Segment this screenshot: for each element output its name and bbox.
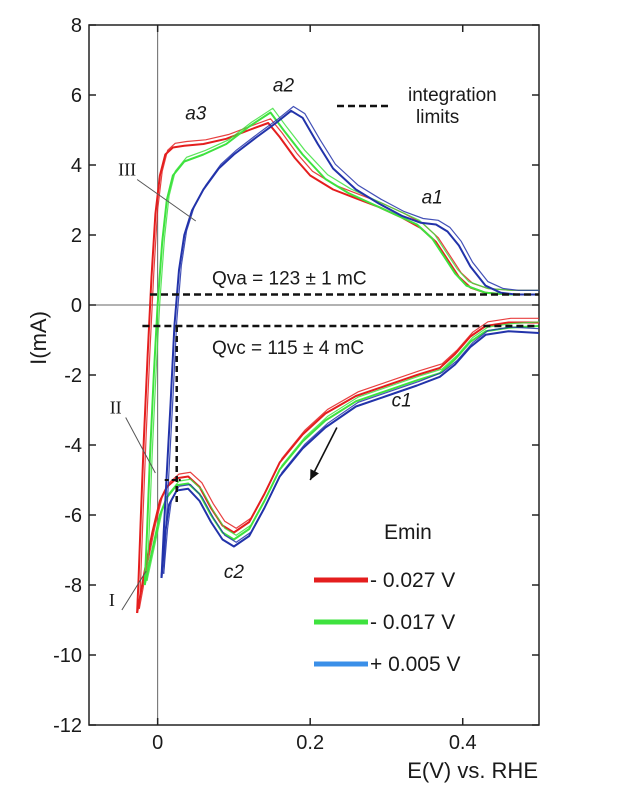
y-tick-label: 4: [71, 155, 82, 177]
region-leader-line: [121, 570, 147, 611]
legend-entry-label: - 0.017 V: [370, 611, 455, 634]
voltammogram-curves: [136, 105, 539, 614]
integration-legend: integration limits: [337, 85, 497, 128]
y-tick-label: -8: [64, 575, 82, 597]
region-label: I: [109, 590, 115, 610]
y-tick-label: 0: [71, 295, 82, 317]
x-tick-label: 0.2: [296, 732, 324, 754]
region-label: III: [118, 160, 136, 180]
series-2-anodic-sweep: [143, 111, 539, 586]
x-tick-label: 0: [152, 732, 163, 754]
x-tick-label: 0.4: [449, 732, 477, 754]
series-1-anodic-repeat: [138, 118, 539, 609]
y-axis-ticks: -12 -10 -8 -6 -4 -2 0 2 4 6 8: [53, 15, 539, 737]
y-tick-label: 6: [71, 85, 82, 107]
integration-legend-line-2: limits: [416, 107, 459, 128]
x-axis-ticks: 0 0.2 0.4: [152, 25, 477, 754]
series-1-anodic-sweep: [136, 122, 539, 614]
x-axis-label: E(V) vs. RHE: [407, 758, 538, 783]
series-1-cathodic-repeat: [138, 317, 539, 609]
region-leader-line: [136, 179, 197, 222]
peak-label: a3: [185, 104, 207, 125]
peak-label: a1: [422, 188, 443, 209]
legend-entry-label: - 0.027 V: [370, 569, 455, 592]
y-axis-label: I(mA): [26, 311, 51, 365]
integration-charge-label: Qvc = 115 ± 4 mC: [212, 338, 364, 359]
series-1-cathodic-sweep: [136, 321, 539, 614]
integration-limit-lines: Qva = 123 ± 1 mC Qvc = 115 ± 4 mC: [142, 269, 539, 505]
peak-label: a2: [273, 76, 295, 97]
region-leader-line: [125, 417, 156, 474]
y-tick-label: -2: [64, 365, 82, 387]
peak-label: c2: [224, 562, 245, 583]
y-tick-label: -12: [53, 715, 82, 737]
scan-direction-arrow-head: [310, 469, 319, 480]
integration-legend-line-1: integration: [408, 85, 497, 106]
series-2-anodic-repeat: [146, 107, 539, 581]
legend-title: Emin: [384, 521, 432, 544]
y-tick-label: -4: [64, 435, 82, 457]
emin-legend: Emin - 0.027 V - 0.017 V + 0.005 V: [314, 521, 461, 676]
series-2-cathodic-sweep: [143, 325, 539, 586]
series-3-anodic-sweep: [160, 109, 539, 579]
y-tick-label: 2: [71, 225, 82, 247]
region-label: II: [110, 398, 122, 418]
series-2-cathodic-repeat: [146, 321, 539, 581]
y-tick-label: -6: [64, 505, 82, 527]
series-3-anodic-repeat: [163, 105, 539, 574]
series-3-cathodic-repeat: [163, 326, 539, 574]
y-tick-label: 8: [71, 15, 82, 37]
series-3-cathodic-sweep: [160, 330, 539, 579]
legend-entry-label: + 0.005 V: [370, 653, 461, 676]
y-tick-label: -10: [53, 645, 82, 667]
integration-charge-label: Qva = 123 ± 1 mC: [212, 269, 367, 290]
peak-label: c1: [392, 391, 412, 412]
